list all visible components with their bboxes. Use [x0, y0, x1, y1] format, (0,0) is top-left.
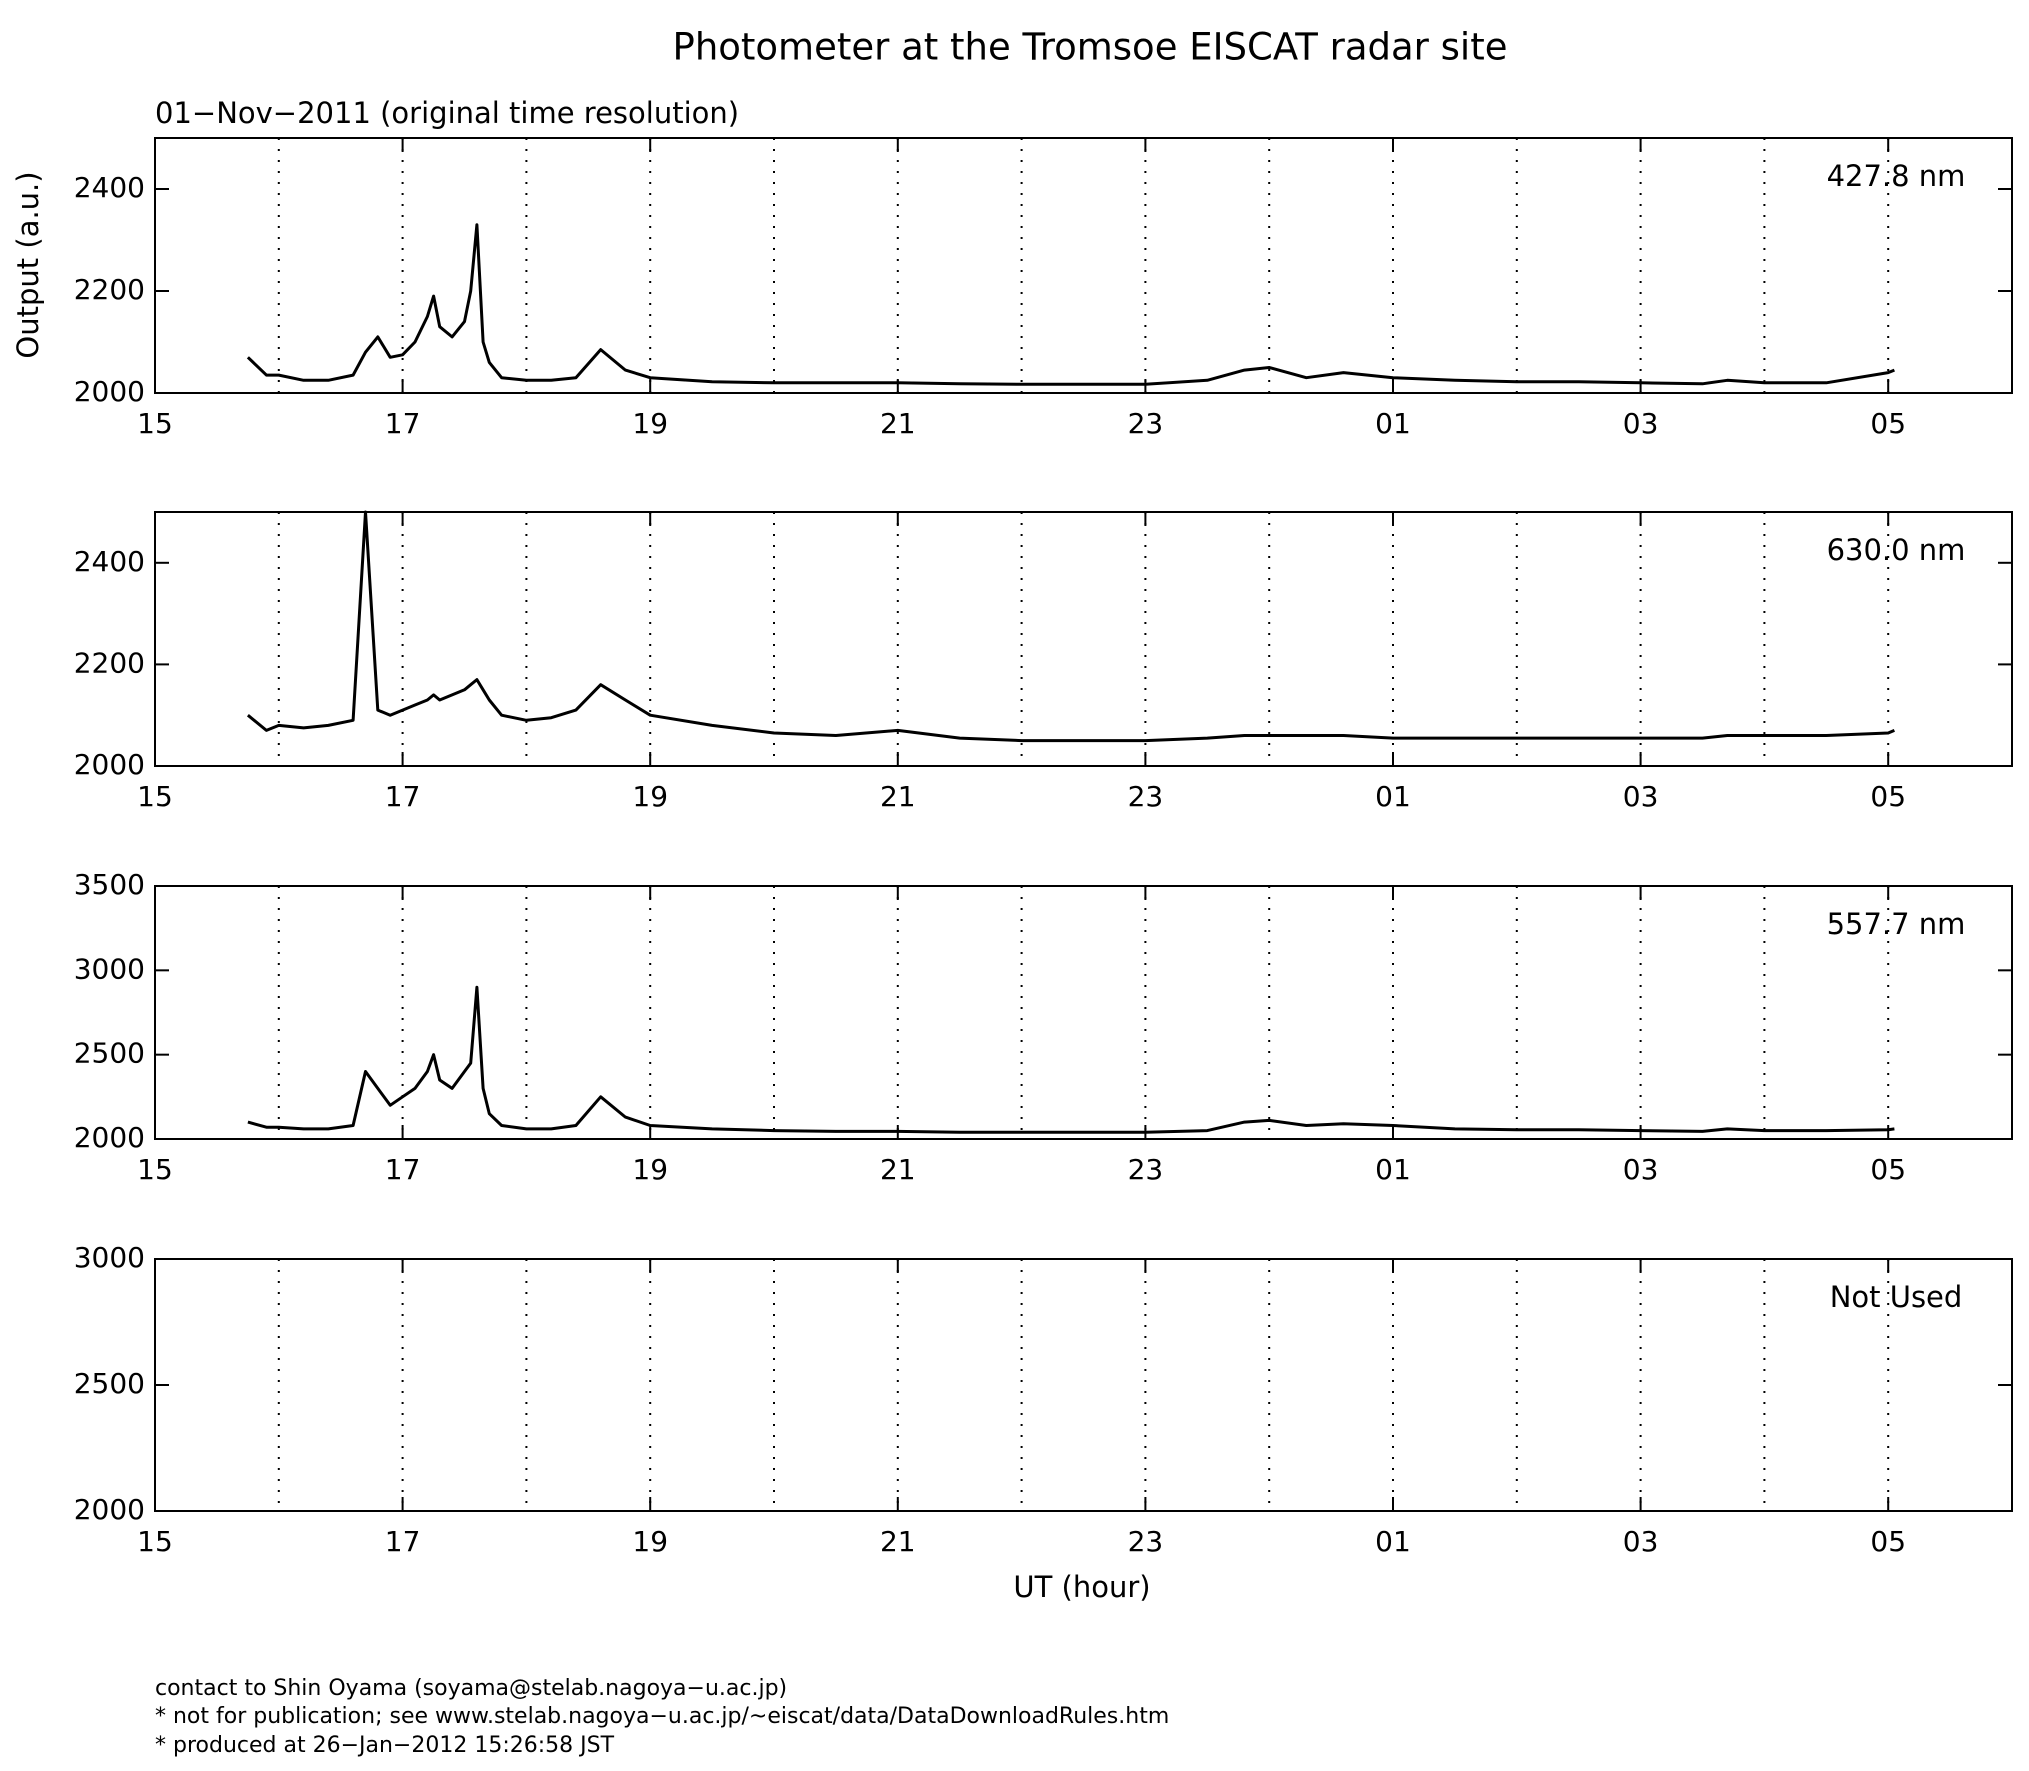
- x-axis-label: UT (hour): [1013, 1570, 1150, 1604]
- x-tick-label: 15: [137, 1153, 173, 1186]
- footer-line: * produced at 26−Jan−2012 15:26:58 JST: [155, 1733, 615, 1758]
- channel-label: 630.0 nm: [1827, 533, 1966, 567]
- plot-frame: [154, 137, 2013, 394]
- x-tick-label: 01: [1375, 1525, 1411, 1558]
- x-tick-label: 21: [880, 407, 916, 440]
- y-tick-label: 2000: [74, 1121, 145, 1154]
- series-line: [247, 985, 1895, 1134]
- x-tick-label: 05: [1870, 1153, 1906, 1186]
- y-tick-label: 2200: [74, 646, 145, 679]
- x-tick-label: 15: [137, 780, 173, 813]
- x-tick-label: 17: [385, 407, 421, 440]
- x-tick-label: 17: [385, 1525, 421, 1558]
- x-tick-label: 01: [1375, 407, 1411, 440]
- channel-label: 427.8 nm: [1827, 159, 1966, 193]
- footer-line: * not for publication; see www.stelab.na…: [155, 1704, 1169, 1729]
- x-tick-label: 23: [1128, 1153, 1164, 1186]
- x-tick-label: 17: [385, 780, 421, 813]
- y-tick-label: 2400: [74, 545, 145, 578]
- x-tick-label: 19: [632, 1153, 668, 1186]
- y-tick-label: 3000: [74, 952, 145, 985]
- footer-line: contact to Shin Oyama (soyama@stelab.nag…: [155, 1676, 787, 1701]
- y-tick-label: 2400: [74, 171, 145, 204]
- y-tick-label: 2500: [74, 1037, 145, 1070]
- channel-label: 557.7 nm: [1827, 907, 1966, 941]
- x-tick-label: 05: [1870, 780, 1906, 813]
- y-tick-label: 2500: [74, 1367, 145, 1400]
- x-tick-label: 21: [880, 1525, 916, 1558]
- x-tick-label: 23: [1128, 407, 1164, 440]
- series-line: [246, 223, 1895, 386]
- x-tick-label: 03: [1623, 1153, 1659, 1186]
- x-tick-label: 03: [1623, 1525, 1659, 1558]
- figure-title: Photometer at the Tromsoe EISCAT radar s…: [673, 26, 1508, 69]
- x-tick-label: 19: [632, 1525, 668, 1558]
- x-tick-label: 19: [632, 407, 668, 440]
- x-tick-label: 21: [880, 1153, 916, 1186]
- x-tick-label: 19: [632, 780, 668, 813]
- plot-frame: [154, 885, 2013, 1140]
- y-tick-label: 2000: [74, 375, 145, 408]
- x-tick-label: 23: [1128, 780, 1164, 813]
- plot-frame: [154, 511, 2013, 767]
- x-tick-label: 03: [1623, 780, 1659, 813]
- x-tick-label: 03: [1623, 407, 1659, 440]
- y-tick-label: 2200: [74, 273, 145, 306]
- x-tick-label: 17: [385, 1153, 421, 1186]
- y-tick-label: 2000: [74, 748, 145, 781]
- y-tick-label: 2000: [74, 1493, 145, 1526]
- plot-frame: [154, 1258, 2013, 1512]
- x-tick-label: 01: [1375, 780, 1411, 813]
- x-tick-label: 21: [880, 780, 916, 813]
- x-tick-label: 05: [1870, 407, 1906, 440]
- x-tick-label: 23: [1128, 1525, 1164, 1558]
- x-tick-label: 15: [137, 1525, 173, 1558]
- y-tick-label: 3500: [74, 868, 145, 901]
- series-line: [246, 510, 1895, 743]
- y-axis-label: Output (a.u.): [11, 171, 45, 358]
- subtitle: 01−Nov−2011 (original time resolution): [155, 96, 739, 130]
- y-tick-label: 3000: [74, 1241, 145, 1274]
- x-tick-label: 15: [137, 407, 173, 440]
- x-tick-label: 01: [1375, 1153, 1411, 1186]
- x-tick-label: 05: [1870, 1525, 1906, 1558]
- channel-label: Not Used: [1830, 1280, 1963, 1314]
